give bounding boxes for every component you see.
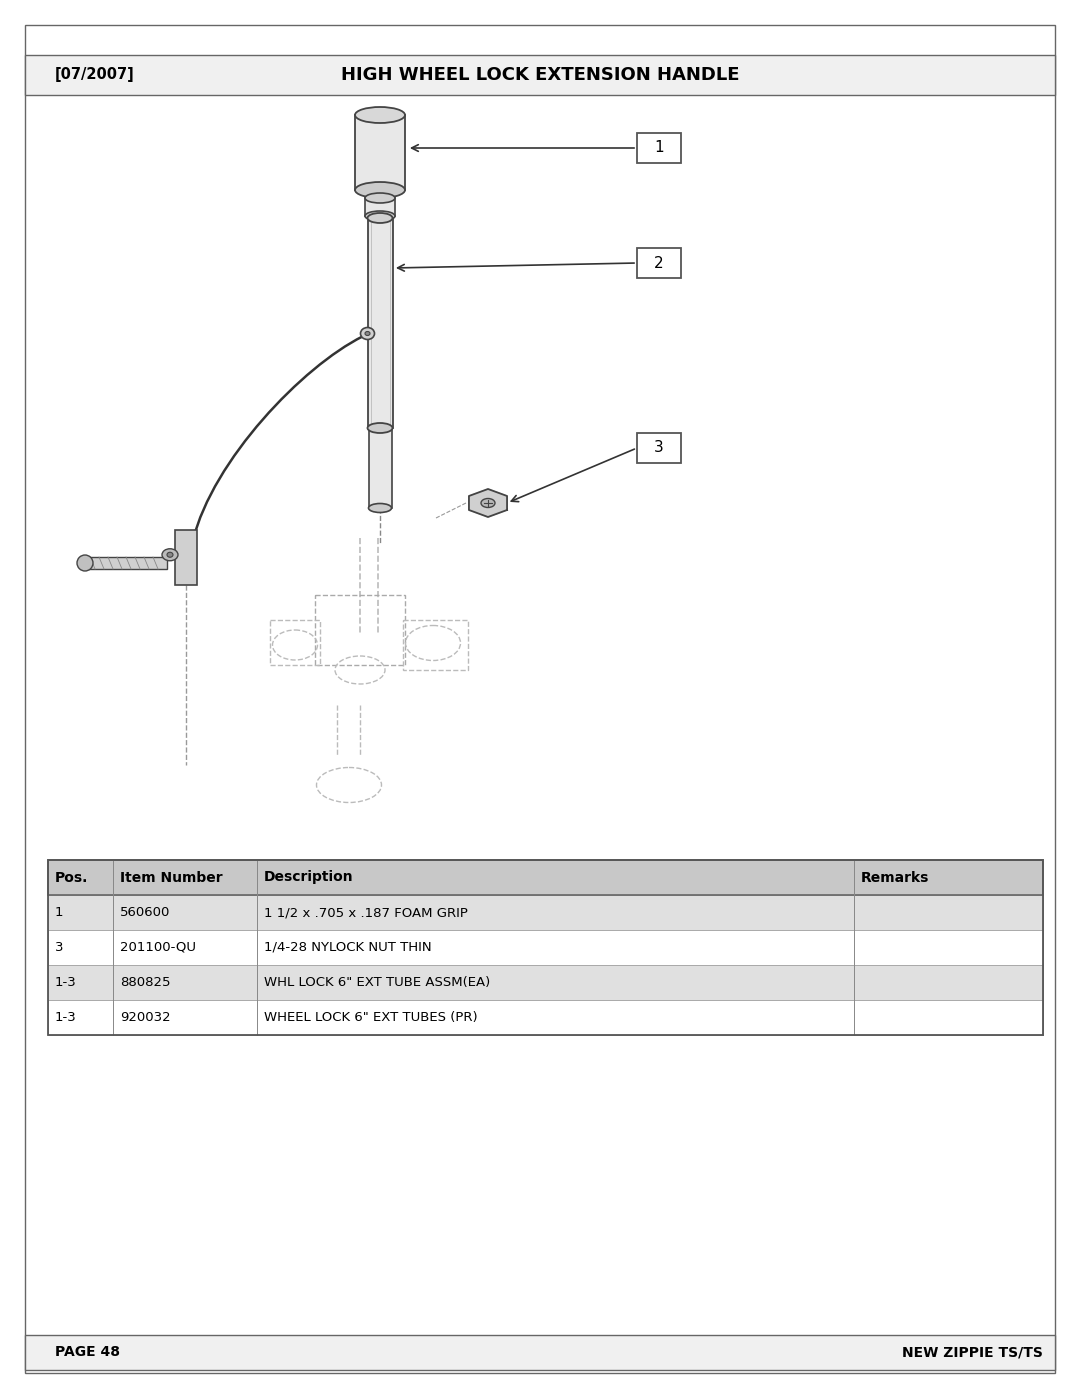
Text: 1: 1 xyxy=(55,906,64,918)
Bar xyxy=(48,965,1043,1000)
Bar xyxy=(355,115,405,190)
Text: 560600: 560600 xyxy=(120,906,170,918)
Bar xyxy=(175,530,197,584)
Ellipse shape xyxy=(365,193,395,203)
Ellipse shape xyxy=(77,555,93,570)
Ellipse shape xyxy=(355,108,405,123)
Ellipse shape xyxy=(367,424,392,433)
Text: 1: 1 xyxy=(654,141,664,155)
Text: 3: 3 xyxy=(654,440,664,456)
Text: 2: 2 xyxy=(654,256,664,270)
Bar xyxy=(403,619,468,670)
Text: 920032: 920032 xyxy=(120,1011,171,1023)
Text: Item Number: Item Number xyxy=(120,871,222,885)
Bar xyxy=(315,596,405,665)
Text: 1 1/2 x .705 x .187 FOAM GRIP: 1 1/2 x .705 x .187 FOAM GRIP xyxy=(264,906,468,918)
Bar xyxy=(368,428,391,507)
Text: WHL LOCK 6" EXT TUBE ASSM(EA): WHL LOCK 6" EXT TUBE ASSM(EA) xyxy=(264,976,490,988)
Bar xyxy=(48,860,1043,895)
Text: 1-3: 1-3 xyxy=(55,976,77,988)
Ellipse shape xyxy=(481,499,495,507)
Text: [07/2007]: [07/2007] xyxy=(55,67,135,82)
Bar xyxy=(365,199,395,217)
Bar xyxy=(48,1000,1043,1035)
Text: Description: Description xyxy=(264,871,353,885)
Ellipse shape xyxy=(355,182,405,199)
Ellipse shape xyxy=(167,552,173,558)
Bar xyxy=(48,895,1043,930)
Ellipse shape xyxy=(162,549,178,561)
Text: NEW ZIPPIE TS/TS: NEW ZIPPIE TS/TS xyxy=(902,1345,1043,1359)
Text: HIGH WHEEL LOCK EXTENSION HANDLE: HIGH WHEEL LOCK EXTENSION HANDLE xyxy=(341,66,739,84)
Text: Pos.: Pos. xyxy=(55,871,89,885)
Ellipse shape xyxy=(365,211,395,221)
Ellipse shape xyxy=(368,503,391,513)
Bar xyxy=(367,218,392,428)
Bar xyxy=(25,55,1055,95)
Bar xyxy=(270,619,320,665)
Bar xyxy=(48,930,1043,965)
Polygon shape xyxy=(469,489,507,517)
Bar xyxy=(637,133,681,164)
Bar xyxy=(85,556,167,569)
Text: Remarks: Remarks xyxy=(861,871,929,885)
Bar xyxy=(48,860,1043,1035)
Bar xyxy=(637,433,681,463)
Text: 201100-QU: 201100-QU xyxy=(120,941,195,953)
Ellipse shape xyxy=(361,327,375,340)
Ellipse shape xyxy=(365,331,370,336)
Bar xyxy=(25,1335,1055,1370)
Text: PAGE 48: PAGE 48 xyxy=(55,1345,120,1359)
Bar xyxy=(637,247,681,278)
Ellipse shape xyxy=(367,212,392,224)
Text: 880825: 880825 xyxy=(120,976,171,988)
Text: 1/4-28 NYLOCK NUT THIN: 1/4-28 NYLOCK NUT THIN xyxy=(264,941,432,953)
Text: 1-3: 1-3 xyxy=(55,1011,77,1023)
Text: 3: 3 xyxy=(55,941,64,953)
Text: WHEEL LOCK 6" EXT TUBES (PR): WHEEL LOCK 6" EXT TUBES (PR) xyxy=(264,1011,477,1023)
